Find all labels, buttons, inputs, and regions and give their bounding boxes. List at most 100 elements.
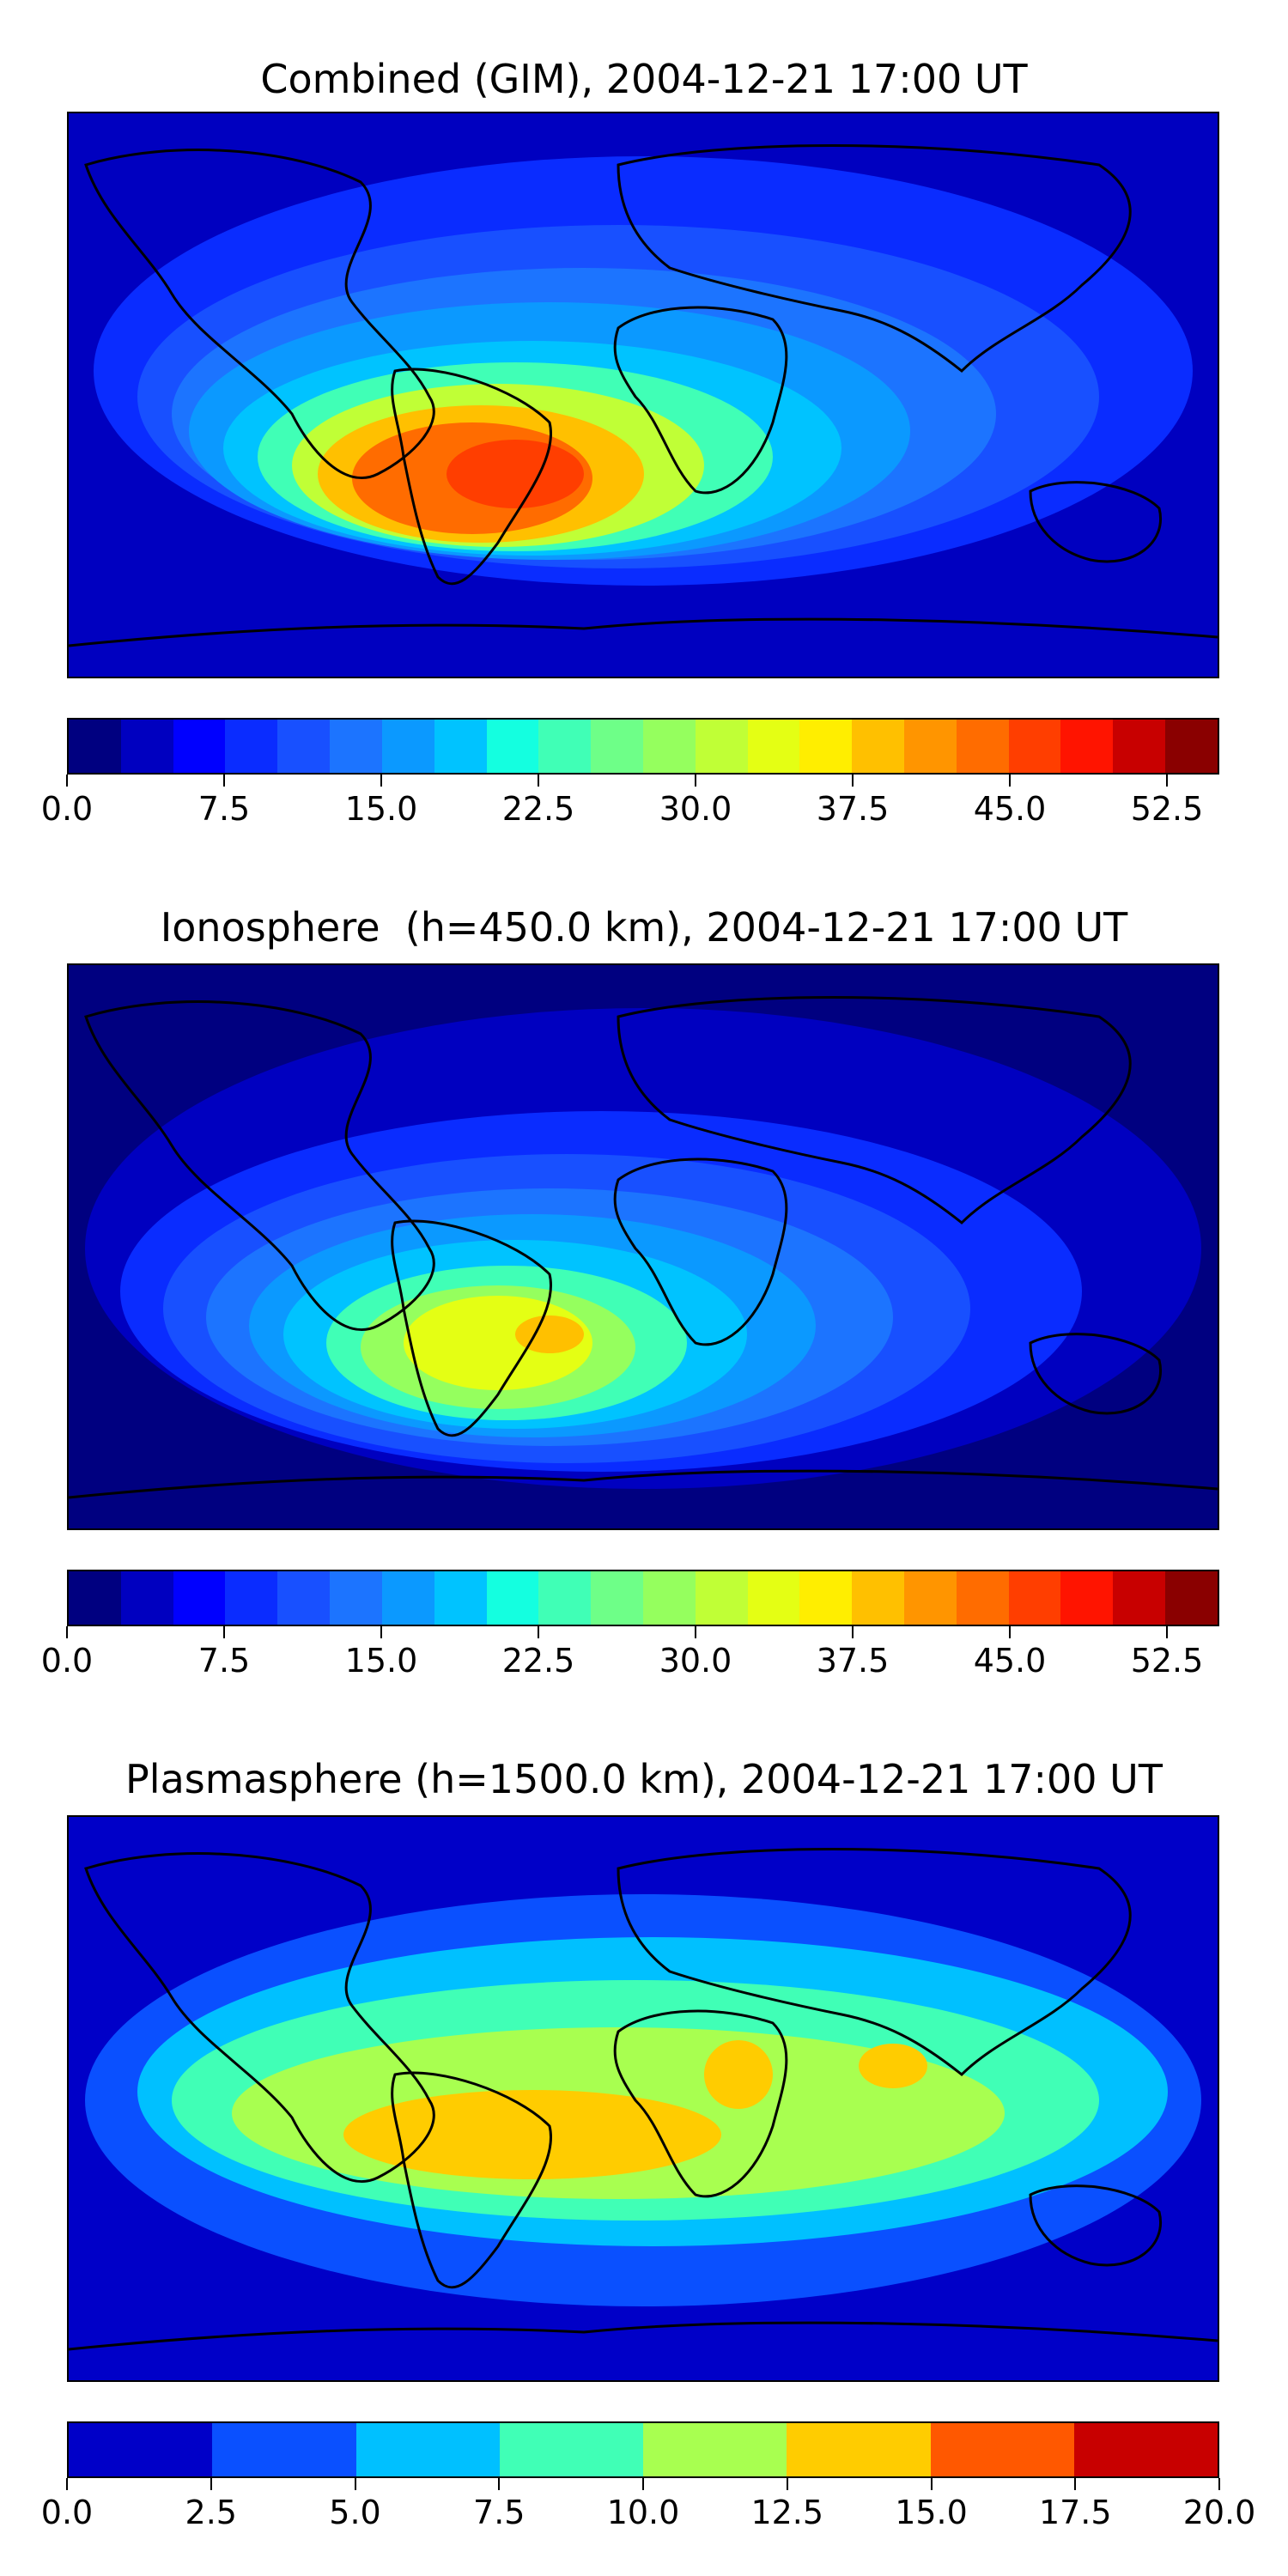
colorbar-tick-label: 37.5 — [816, 1642, 890, 1680]
colorbar-swatch — [69, 1571, 121, 1625]
colorbar-swatch — [956, 1571, 1009, 1625]
ionosphere-colorbar — [67, 1570, 1219, 1626]
colorbar-swatch — [956, 720, 1009, 773]
colorbar-swatch — [643, 2423, 787, 2476]
colorbar-swatch — [1113, 1571, 1166, 1625]
colorbar-tick-label: 5.0 — [329, 2494, 381, 2531]
colorbar-swatch — [1165, 720, 1218, 773]
colorbar-swatch — [486, 720, 539, 773]
colorbar-tick-label: 30.0 — [659, 790, 732, 828]
combined-colorbar — [67, 718, 1219, 775]
colorbar-swatch — [277, 720, 331, 773]
colorbar-swatch — [747, 1571, 800, 1625]
colorbar-swatch — [499, 2423, 643, 2476]
colorbar-swatch — [173, 1571, 226, 1625]
colorbar-swatch — [904, 1571, 957, 1625]
plasmasphere-map-canvas — [69, 1817, 1218, 2380]
colorbar-swatch — [1113, 720, 1166, 773]
colorbar-swatch — [1165, 1571, 1218, 1625]
colorbar-tick-label: 2.5 — [185, 2494, 237, 2531]
colorbar-swatch — [330, 720, 382, 773]
combined-colorbar-ticks: 0.0 7.5 15.0 22.5 30.0 37.5 45.0 52.5 — [41, 775, 1219, 835]
colorbar-tick-label: 52.5 — [1130, 1642, 1204, 1680]
coastline — [617, 144, 1132, 374]
colorbar-tick-label: 10.0 — [606, 2494, 680, 2531]
colorbar-tick-label: 22.5 — [501, 790, 575, 828]
colorbar-swatch — [787, 2423, 931, 2476]
colorbar-swatch — [212, 2423, 356, 2476]
colorbar-swatch — [225, 720, 278, 773]
colorbar-tick-label: 12.5 — [750, 2494, 824, 2531]
colorbar-swatch — [695, 720, 748, 773]
colorbar-swatch — [930, 2423, 1074, 2476]
coastline — [391, 1219, 552, 1437]
tec-contour-field — [859, 2044, 927, 2088]
colorbar-swatch — [69, 720, 121, 773]
coastline — [1029, 481, 1162, 563]
coastline — [617, 1848, 1132, 2077]
colorbar-tick-label: 7.5 — [473, 2494, 526, 2531]
colorbar-swatch — [695, 1571, 748, 1625]
colorbar-swatch — [120, 720, 173, 773]
colorbar-swatch — [1060, 1571, 1114, 1625]
colorbar-swatch — [642, 720, 696, 773]
ionosphere-panel-title: Ionosphere (h=450.0 km), 2004-12-21 17:0… — [160, 904, 1128, 951]
colorbar-tick-label: 20.0 — [1182, 2494, 1256, 2531]
coastline — [69, 2321, 1218, 2351]
coastline — [613, 1157, 788, 1346]
colorbar-swatch — [434, 720, 487, 773]
coastline — [84, 1000, 435, 1332]
coastline — [69, 1469, 1218, 1499]
colorbar-swatch — [538, 1571, 592, 1625]
colorbar-swatch — [591, 720, 643, 773]
colorbar-tick-label: 15.0 — [344, 1642, 418, 1680]
colorbar-swatch — [904, 720, 957, 773]
tec-contour-field — [447, 440, 584, 508]
plasmasphere-tec-map — [67, 1815, 1219, 2382]
colorbar-tick-label: 52.5 — [1130, 790, 1204, 828]
colorbar-tick-label: 7.5 — [197, 790, 251, 828]
tec-contour-field — [515, 1315, 584, 1353]
colorbar-swatch — [642, 1571, 696, 1625]
ionosphere-tec-map — [67, 963, 1219, 1530]
colorbar-swatch — [173, 720, 226, 773]
coastline — [391, 2071, 552, 2289]
colorbar-swatch — [1073, 2423, 1218, 2476]
colorbar-tick-label: 0.0 — [40, 2494, 94, 2531]
colorbar-swatch — [747, 720, 800, 773]
coastline — [84, 149, 435, 480]
colorbar-tick-label: 0.0 — [40, 1642, 94, 1680]
colorbar-tick-label: 45.0 — [973, 1642, 1047, 1680]
tec-contour-field — [704, 2040, 773, 2109]
colorbar-tick-label: 37.5 — [816, 790, 890, 828]
ionosphere-colorbar-ticks: 0.0 7.5 15.0 22.5 30.0 37.5 45.0 52.5 — [41, 1626, 1219, 1686]
colorbar-swatch — [1008, 1571, 1061, 1625]
colorbar-swatch — [225, 1571, 278, 1625]
coastline — [69, 617, 1218, 647]
colorbar-swatch — [381, 1571, 434, 1625]
ionosphere-map-canvas — [69, 965, 1218, 1528]
coastline — [1029, 2184, 1162, 2267]
colorbar-swatch — [538, 720, 592, 773]
plasmasphere-colorbar — [67, 2421, 1219, 2478]
colorbar-swatch — [799, 720, 853, 773]
plasmasphere-panel-title: Plasmasphere (h=1500.0 km), 2004-12-21 1… — [125, 1756, 1163, 1802]
colorbar-tick-label: 15.0 — [895, 2494, 968, 2531]
colorbar-swatch — [591, 1571, 643, 1625]
coastline — [617, 996, 1132, 1225]
colorbar-tick-label: 15.0 — [344, 790, 418, 828]
colorbar-swatch — [381, 720, 434, 773]
colorbar-swatch — [799, 1571, 853, 1625]
colorbar-swatch — [120, 1571, 173, 1625]
colorbar-swatch — [330, 1571, 382, 1625]
combined-tec-map — [67, 112, 1219, 678]
colorbar-tick-label: 0.0 — [40, 790, 94, 828]
colorbar-tick-label: 22.5 — [501, 1642, 575, 1680]
coastline — [391, 368, 552, 586]
combined-panel-title: Combined (GIM), 2004-12-21 17:00 UT — [260, 56, 1028, 102]
colorbar-swatch — [1060, 720, 1114, 773]
colorbar-tick-label: 30.0 — [659, 1642, 732, 1680]
combined-map-canvas — [69, 113, 1218, 677]
colorbar-swatch — [1008, 720, 1061, 773]
colorbar-tick-label: 45.0 — [973, 790, 1047, 828]
